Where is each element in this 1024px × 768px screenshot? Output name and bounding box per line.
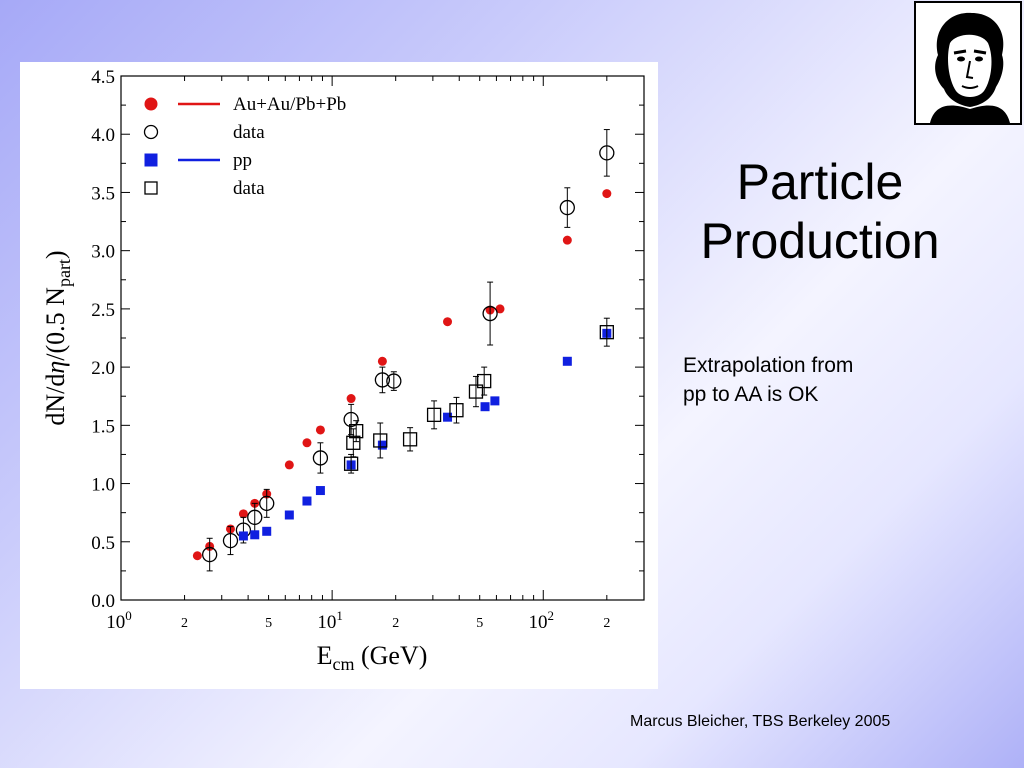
- slide-title: Particle Production: [660, 153, 980, 271]
- data-point: [377, 356, 387, 366]
- legend-label: Au+Au/Pb+Pb: [233, 94, 346, 115]
- data-point: [443, 317, 453, 327]
- data-point: [490, 396, 500, 406]
- footer-credit: Marcus Bleicher, TBS Berkeley 2005: [630, 713, 891, 730]
- scatter-chart: 0.0 0.5 1.0 1.5 2.0 2.5 3.0 3.5 4.0 4.5 100 101 102 2…: [41, 67, 645, 674]
- x-minor-tick-label: 5: [265, 616, 272, 631]
- title-line-1: Particle: [736, 154, 904, 210]
- x-minor-tick-label: 2: [392, 616, 399, 631]
- x-axis-label-main: E: [317, 641, 333, 670]
- data-point: [238, 531, 248, 541]
- data-point: [343, 411, 359, 428]
- data-point: [312, 450, 329, 466]
- legend-marker: [144, 97, 158, 111]
- note-text: Extrapolation from pp to AA is OK: [683, 351, 913, 409]
- y-axis-label-post: ): [41, 250, 70, 259]
- data-point: [259, 495, 275, 512]
- data-point: [374, 372, 391, 388]
- y-tick-label: 0.0: [91, 591, 115, 612]
- data-point: [349, 424, 364, 439]
- legend-marker: [144, 153, 158, 167]
- data-point: [562, 356, 572, 366]
- x-axis-label-sub: cm: [332, 654, 354, 674]
- legend-label: data: [233, 122, 265, 143]
- y-axis-label-eta: η: [41, 361, 70, 374]
- note-line-1: Extrapolation from: [683, 354, 854, 377]
- data-point: [559, 199, 575, 216]
- data-point: [602, 189, 612, 199]
- data-point: [284, 460, 294, 470]
- data-point: [250, 530, 260, 540]
- data-point: [449, 403, 464, 418]
- x-tick-label: 101: [317, 608, 343, 633]
- data-point: [562, 235, 572, 245]
- note-line-2: pp to AA is OK: [683, 383, 819, 406]
- data-point: [222, 532, 239, 549]
- x-axis-label: Ecm (GeV): [317, 641, 428, 674]
- y-tick-label: 3.5: [91, 183, 115, 204]
- y-tick-label: 0.5: [91, 533, 115, 554]
- data-points: [192, 129, 615, 572]
- data-point: [495, 304, 505, 314]
- data-point: [443, 412, 453, 422]
- x-minor-tick-label: 2: [603, 616, 610, 631]
- y-tick-label: 3.0: [91, 242, 115, 263]
- y-tick-label: 2.0: [91, 358, 115, 379]
- data-point: [284, 510, 294, 520]
- portrait-drawing: [930, 12, 1010, 123]
- y-axis-label-pre: dN/d: [41, 374, 70, 426]
- x-minor-tick-label: 5: [476, 616, 483, 631]
- axis-ticks: 0.0 0.5 1.0 1.5 2.0 2.5 3.0 3.5 4.0 4.5 100 101 102 2…: [91, 67, 645, 633]
- x-tick-label: 100: [106, 608, 132, 633]
- data-point: [315, 425, 325, 435]
- legend-label: data: [233, 178, 265, 199]
- data-point: [238, 509, 248, 519]
- plot-frame: [120, 75, 645, 601]
- chart-panel: 0.0 0.5 1.0 1.5 2.0 2.5 3.0 3.5 4.0 4.5 100 101 102 2…: [20, 62, 658, 689]
- data-point: [202, 546, 218, 563]
- y-axis-label-sub: part: [54, 259, 74, 287]
- y-tick-label: 1.0: [91, 475, 115, 496]
- data-point: [346, 394, 356, 404]
- y-tick-label: 4.0: [91, 125, 115, 146]
- y-tick-label: 4.5: [91, 67, 115, 88]
- y-tick-label: 2.5: [91, 300, 115, 321]
- data-point: [346, 435, 361, 450]
- x-minor-tick-label: 2: [181, 616, 188, 631]
- data-point: [482, 305, 498, 322]
- data-point: [247, 509, 263, 525]
- data-point: [599, 145, 615, 161]
- data-point: [192, 551, 202, 561]
- y-axis-label: dN/dη/(0.5 Npart): [41, 250, 74, 425]
- y-tick-label: 1.5: [91, 416, 115, 437]
- legend-marker: [144, 181, 158, 195]
- data-point: [477, 373, 492, 389]
- data-point: [315, 486, 325, 496]
- data-point: [468, 384, 484, 399]
- data-point: [599, 325, 614, 340]
- data-point: [302, 438, 312, 448]
- goethe-portrait-logo: [914, 1, 1022, 125]
- data-point: [262, 526, 272, 536]
- legend-label: pp: [233, 150, 252, 171]
- data-point: [402, 432, 418, 447]
- x-tick-label: 102: [529, 608, 555, 633]
- legend: Au+Au/Pb+Pb data pp data: [143, 94, 346, 199]
- data-point: [386, 373, 402, 389]
- data-point: [480, 402, 490, 412]
- title-line-2: Production: [700, 213, 940, 269]
- data-point: [426, 407, 442, 423]
- data-point: [377, 440, 387, 450]
- legend-marker: [143, 124, 159, 140]
- data-point: [302, 496, 312, 506]
- x-axis-label-unit: (GeV): [354, 641, 427, 670]
- y-axis-label-mid: /(0.5 N: [41, 287, 70, 361]
- data-point: [373, 433, 388, 448]
